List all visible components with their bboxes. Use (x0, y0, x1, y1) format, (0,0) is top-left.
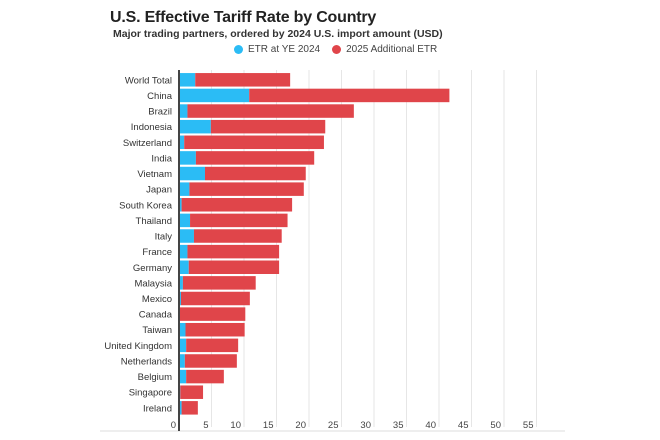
bar-additional-2025 (179, 307, 246, 321)
legend-dot-additional-icon (332, 45, 342, 54)
bar-additional-2025 (184, 354, 237, 368)
bar-additional-2025 (195, 151, 315, 165)
x-tick-label: 30 (360, 420, 371, 431)
bar-etr-2024 (179, 213, 191, 228)
category-label: Switzerland (123, 138, 172, 149)
bar-etr-2024 (179, 73, 196, 87)
bar-etr-2024 (179, 401, 182, 415)
bar-etr-2024 (179, 276, 183, 290)
x-tick-label: 0 (171, 420, 176, 431)
bar-additional-2025 (187, 244, 280, 259)
bar-etr-2024 (179, 151, 196, 165)
bar-additional-2025 (193, 229, 282, 243)
category-label: Singapore (129, 388, 172, 399)
bar-etr-2024 (179, 88, 250, 103)
x-tick-label: 20 (295, 420, 306, 431)
category-label: Thailand (136, 216, 172, 227)
x-tick-label: 5 (203, 420, 208, 431)
bar-additional-2025 (186, 338, 239, 353)
legend-item-base[interactable]: ETR at YE 2024 (234, 44, 320, 55)
x-tick-label: 25 (328, 420, 339, 431)
bar-etr-2024 (179, 229, 194, 243)
x-tick-label: 45 (458, 420, 469, 431)
bar-etr-2024 (179, 369, 187, 384)
category-label: Germany (133, 263, 172, 274)
category-label: South Korea (119, 200, 173, 211)
bar-additional-2025 (181, 401, 198, 415)
bar-etr-2024 (179, 322, 186, 337)
category-label: India (151, 153, 172, 164)
bar-additional-2025 (188, 260, 280, 274)
category-label: Mexico (142, 294, 172, 305)
x-tick-label: 40 (425, 420, 436, 431)
category-label: France (142, 247, 172, 258)
legend: ETR at YE 2024 2025 Additional ETR (234, 44, 449, 55)
category-label: World Total (125, 75, 172, 86)
bar-etr-2024 (179, 135, 185, 150)
bar-additional-2025 (249, 88, 450, 103)
category-label: Taiwan (142, 325, 172, 336)
bar-additional-2025 (190, 213, 288, 228)
bar-additional-2025 (187, 104, 354, 118)
bar-additional-2025 (205, 166, 306, 181)
legend-dot-base-icon (234, 45, 243, 54)
bar-etr-2024 (179, 198, 182, 212)
legend-label-additional: 2025 Additional ETR (346, 44, 438, 55)
x-tick-label: 10 (230, 420, 241, 431)
legend-label-base: ETR at YE 2024 (248, 44, 321, 55)
bar-additional-2025 (180, 385, 204, 399)
x-tick-label: 55 (523, 420, 534, 431)
bar-etr-2024 (179, 119, 211, 134)
bar-etr-2024 (179, 354, 185, 368)
bar-additional-2025 (210, 119, 326, 134)
bar-additional-2025 (182, 276, 256, 290)
chart-subtitle: Major trading partners, ordered by 2024 … (113, 28, 443, 40)
bar-additional-2025 (185, 322, 245, 337)
bar-etr-2024 (179, 104, 188, 118)
chart-title: U.S. Effective Tariff Rate by Country (110, 9, 377, 26)
x-tick-label: 50 (490, 420, 501, 431)
bar-additional-2025 (184, 135, 324, 150)
category-label: Belgium (138, 372, 172, 383)
bar-additional-2025 (195, 73, 291, 87)
bar-etr-2024 (179, 182, 190, 196)
bar-etr-2024 (179, 166, 205, 181)
x-tick-label: 15 (263, 420, 274, 431)
category-label: China (147, 91, 173, 102)
category-label: Netherlands (121, 356, 172, 367)
category-label: Vietnam (137, 169, 172, 180)
category-label: Japan (146, 185, 172, 196)
x-tick-label: 35 (393, 420, 404, 431)
legend-item-additional[interactable]: 2025 Additional ETR (332, 44, 437, 55)
bar-additional-2025 (180, 291, 250, 306)
bar-additional-2025 (181, 198, 293, 212)
category-label: Italy (155, 232, 173, 243)
bar-additional-2025 (186, 369, 224, 384)
bar-etr-2024 (179, 244, 188, 259)
category-label: United Kingdom (104, 341, 172, 352)
category-label: Ireland (143, 403, 172, 414)
category-label: Brazil (148, 107, 172, 118)
bar-additional-2025 (189, 182, 304, 196)
bar-etr-2024 (179, 260, 189, 274)
category-label: Malaysia (135, 278, 173, 289)
bar-etr-2024 (179, 338, 187, 353)
category-label: Canada (139, 310, 173, 321)
category-label: Indonesia (131, 122, 173, 133)
